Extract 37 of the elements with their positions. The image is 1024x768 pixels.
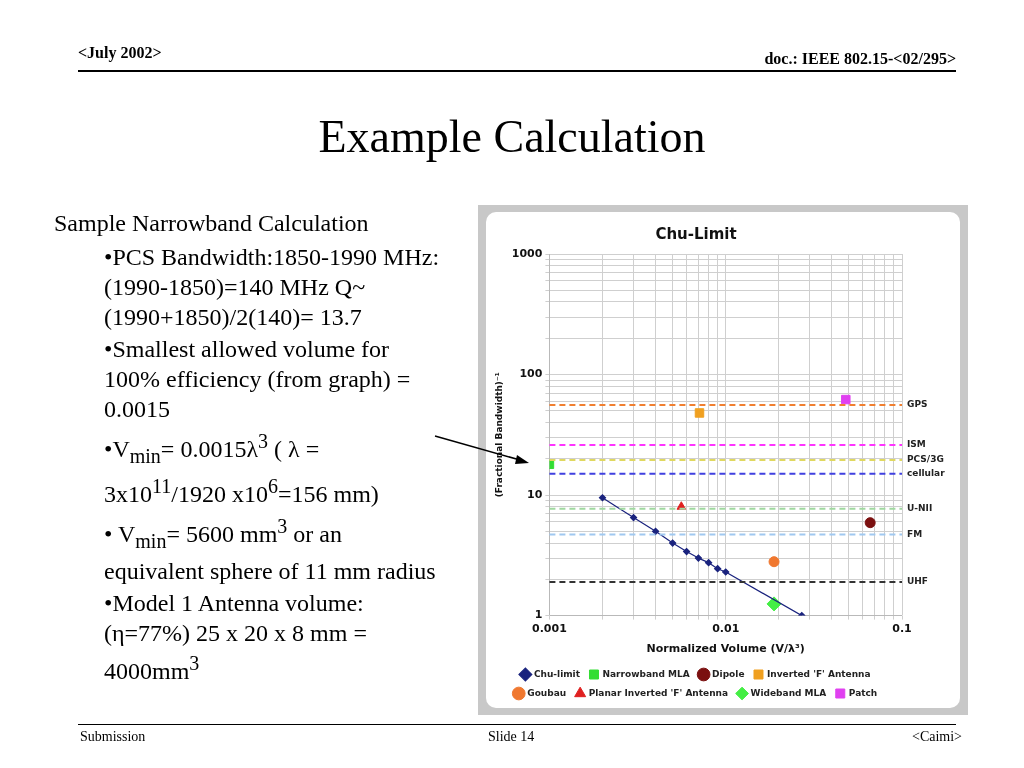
text: doc.: IEEE 802.15-<02/295> xyxy=(764,50,956,68)
y-axis-title: (Fractional Bandwidth)⁻¹ xyxy=(493,372,504,498)
text: Slide 14 xyxy=(488,729,535,745)
ref-line-label: GPS xyxy=(907,399,928,410)
legend-label: Patch xyxy=(848,687,878,698)
text: • V$_{min}$= 5600 mm$^{3}$ or an equivalent sphere of 11 mm radius xyxy=(104,513,437,586)
y-tick-label: 10 xyxy=(527,487,543,501)
y-tick-label: 100 xyxy=(519,367,543,381)
text: Submission xyxy=(80,729,146,745)
legend-label: Planar Inverted 'F' Antenna xyxy=(588,687,729,698)
text: Example Calculation xyxy=(317,110,707,163)
x-axis-title: Normalized Volume (V/λ³) xyxy=(646,642,805,656)
x-tick-label: 0.01 xyxy=(712,622,740,636)
legend-label: Dipole xyxy=(712,668,745,679)
text: •PCS Bandwidth:1850-1990 MHz: (1990-1850)=140 MHz Q~(1990+1850)/2(140)= 13.7 xyxy=(104,243,441,332)
chart-title: Chu-Limit xyxy=(655,224,737,243)
ref-line-label: FM xyxy=(907,528,923,539)
text: •Model 1 Antenna volume:(η=77%) 25 x 20 x 8 mm = 4000mm$^{3}$ xyxy=(104,588,368,686)
ref-line-label: ISM xyxy=(907,439,926,450)
x-tick-label: 0.1 xyxy=(892,622,912,636)
y-tick-label: 1 xyxy=(534,608,543,622)
ref-line-label: UHF xyxy=(907,576,928,587)
text: •V$_{min}$= 0.0015λ$^{3}$ ( λ = 3x10$^{11}$/1920 x10$^{6}$=156 mm) xyxy=(104,430,379,507)
legend-label: Chu-limit xyxy=(533,668,581,679)
legend-label: Wideband MLA xyxy=(750,687,827,698)
legend-label: Goubau xyxy=(527,687,567,698)
legend-label: Inverted 'F' Antenna xyxy=(766,668,871,679)
ref-line-label: U-NII xyxy=(907,503,933,514)
text: <Caimi> xyxy=(911,729,962,745)
ref-line-label: cellular xyxy=(907,468,946,479)
x-tick-label: 0.001 xyxy=(532,622,567,636)
text: <July 2002> xyxy=(78,44,162,62)
text: Sample Narrowband Calculation xyxy=(54,210,369,237)
y-tick-label: 1000 xyxy=(511,246,543,260)
text: •Smallest allowed volume for 100% efficiency (from graph) = 0.0015 xyxy=(104,335,412,424)
ref-line-label: PCS/3G xyxy=(907,454,944,465)
legend-label: Narrowband MLA xyxy=(602,668,690,679)
